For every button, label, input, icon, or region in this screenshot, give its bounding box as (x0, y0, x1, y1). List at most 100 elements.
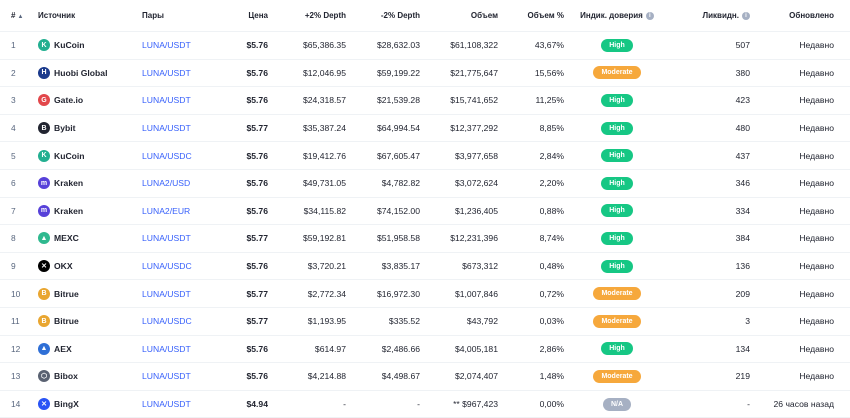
pair-link[interactable]: LUNA2/USD (142, 169, 214, 198)
source-name[interactable]: MEXC (54, 233, 79, 244)
gateio-logo-icon: G (38, 94, 50, 107)
source-name[interactable]: Gate.io (54, 95, 84, 106)
row-price: $5.77 (214, 224, 268, 253)
source-name[interactable]: Huobi Global (54, 67, 108, 78)
pair-link[interactable]: LUNA/USDT (142, 279, 214, 308)
pair-link[interactable]: LUNA2/EUR (142, 197, 214, 226)
row-liquidity: - (670, 390, 750, 418)
row-price: $5.76 (214, 362, 268, 391)
table-row[interactable]: 5 K KuCoin LUNA/USDC $5.76 $19,412.76 $67,605.… (0, 141, 850, 170)
table-row[interactable]: 12 ▲ AEX LUNA/USDT $5.76 $614.97 $2,486.66 $4,0… (0, 335, 850, 364)
info-icon[interactable]: i (742, 11, 750, 20)
row-volume: $673,312 (420, 252, 498, 281)
pair-link[interactable]: LUNA/USDT (142, 31, 214, 60)
header-volume[interactable]: Объем (420, 0, 498, 32)
row-price: $5.76 (214, 141, 268, 170)
row-source[interactable]: B Bitrue (38, 307, 142, 336)
pair-link[interactable]: LUNA/USDT (142, 86, 214, 115)
table-row[interactable]: 3 G Gate.io LUNA/USDT $5.76 $24,318.57 $21,539… (0, 86, 850, 115)
row-volume-pct: 2,20% (498, 169, 564, 198)
header-pairs[interactable]: Пары (142, 0, 214, 32)
row-liquidity: 136 (670, 252, 750, 281)
pair-link[interactable]: LUNA/USDT (142, 362, 214, 391)
row-volume: $1,236,405 (420, 197, 498, 226)
sort-asc-icon[interactable]: ▲ (17, 14, 24, 20)
info-icon[interactable]: i (645, 11, 654, 20)
table-row[interactable]: 14 ✕ BingX LUNA/USDT $4.94- - ** $967,423 0,00%… (0, 390, 850, 418)
row-depth-minus: $51,958.58 (346, 224, 420, 253)
row-source[interactable]: B Bitrue (38, 279, 142, 308)
pair-link[interactable]: LUNA/USDT (142, 224, 214, 253)
header-price[interactable]: Цена (214, 0, 268, 32)
row-liquidity: 134 (670, 335, 750, 364)
header-trust[interactable]: Индик. доверия i (564, 0, 670, 32)
table-row[interactable]: 1 K KuCoin LUNA/USDT $5.76 $65,386.35 $28,632.… (0, 31, 850, 60)
row-source[interactable]: K KuCoin (38, 31, 142, 60)
bitrue-logo-icon: B (38, 287, 50, 300)
pair-link[interactable]: LUNA/USDT (142, 335, 214, 364)
row-source[interactable]: ✕ BingX (38, 390, 142, 418)
table-row[interactable]: 9 ✕ OKX LUNA/USDC $5.76 $3,720.21 $3,835.17 $67… (0, 252, 850, 281)
row-trust: High (564, 86, 670, 115)
pair-link[interactable]: LUNA/USDT (142, 114, 214, 143)
header-depth-plus[interactable]: +2% Depth (268, 0, 346, 32)
row-source[interactable]: B Bybit (38, 114, 142, 143)
table-row[interactable]: 4 B Bybit LUNA/USDT $5.77 $35,387.24 $64,994.5… (0, 114, 850, 143)
row-rank: 12 (0, 335, 38, 364)
source-name[interactable]: Kraken (54, 205, 84, 216)
row-volume-pct: 15,56% (498, 59, 564, 88)
row-source[interactable]: H Huobi Global (38, 59, 142, 88)
pair-link[interactable]: LUNA/USDT (142, 390, 214, 418)
row-volume: $15,741,652 (420, 86, 498, 115)
row-volume: $12,231,396 (420, 224, 498, 253)
row-source[interactable]: m Kraken (38, 169, 142, 198)
header-rank[interactable]: # ▲ (0, 0, 38, 32)
source-name[interactable]: OKX (54, 261, 73, 272)
row-source[interactable]: m Kraken (38, 197, 142, 226)
header-liquidity[interactable]: Ликвидн. i (670, 0, 750, 32)
row-volume-pct: 8,85% (498, 114, 564, 143)
header-volume-pct[interactable]: Объем % (498, 0, 564, 32)
row-updated: Недавно (750, 197, 850, 226)
row-source[interactable]: K KuCoin (38, 141, 142, 170)
row-depth-plus: $4,214.88 (268, 362, 346, 391)
trust-badge: High (601, 93, 633, 107)
row-source[interactable]: ▲ MEXC (38, 224, 142, 253)
header-source[interactable]: Источник (38, 0, 142, 32)
trust-badge: High (601, 259, 633, 273)
row-volume: $3,977,658 (420, 141, 498, 170)
row-volume: $43,792 (420, 307, 498, 336)
table-row[interactable]: 2 H Huobi Global LUNA/USDT $5.76 $12,046.95 $5… (0, 59, 850, 88)
source-name[interactable]: KuCoin (54, 40, 85, 51)
source-name[interactable]: Kraken (54, 178, 84, 189)
pair-link[interactable]: LUNA/USDC (142, 307, 214, 336)
row-source[interactable]: G Gate.io (38, 86, 142, 115)
row-source[interactable]: ▲ AEX (38, 335, 142, 364)
header-depth-minus[interactable]: -2% Depth (346, 0, 420, 32)
table-row[interactable]: 10 B Bitrue LUNA/USDT $5.77 $2,772.34 $16,972.… (0, 279, 850, 308)
source-name[interactable]: Bitrue (54, 288, 79, 299)
row-volume-pct: 2,86% (498, 335, 564, 364)
row-source[interactable]: ✕ OKX (38, 252, 142, 281)
header-updated[interactable]: Обновлено (750, 0, 850, 32)
pair-link[interactable]: LUNA/USDC (142, 141, 214, 170)
row-liquidity: 209 (670, 279, 750, 308)
table-row[interactable]: 11 B Bitrue LUNA/USDC $5.77 $1,193.95 $335.52 $… (0, 307, 850, 336)
row-updated: Недавно (750, 362, 850, 391)
row-trust: Moderate (564, 279, 670, 308)
source-name[interactable]: Bitrue (54, 316, 79, 327)
source-name[interactable]: BingX (54, 399, 79, 410)
source-name[interactable]: KuCoin (54, 150, 85, 161)
table-row[interactable]: 7 m Kraken LUNA2/EUR $5.76 $34,115.82 $74,152.… (0, 197, 850, 226)
pair-link[interactable]: LUNA/USDT (142, 59, 214, 88)
trust-badge: N/A (602, 397, 632, 411)
table-row[interactable]: 13 ⬡ Bibox LUNA/USDT $5.76 $4,214.88 $4,498.67… (0, 362, 850, 391)
source-name[interactable]: Bibox (54, 371, 78, 382)
pair-link[interactable]: LUNA/USDC (142, 252, 214, 281)
source-name[interactable]: AEX (54, 343, 72, 354)
row-price: $5.76 (214, 59, 268, 88)
table-row[interactable]: 6 m Kraken LUNA2/USD $5.76 $49,731.05 $4,782.8… (0, 169, 850, 198)
row-source[interactable]: ⬡ Bibox (38, 362, 142, 391)
table-row[interactable]: 8 ▲ MEXC LUNA/USDT $5.77 $59,192.81 $51,958.58… (0, 224, 850, 253)
source-name[interactable]: Bybit (54, 123, 76, 134)
